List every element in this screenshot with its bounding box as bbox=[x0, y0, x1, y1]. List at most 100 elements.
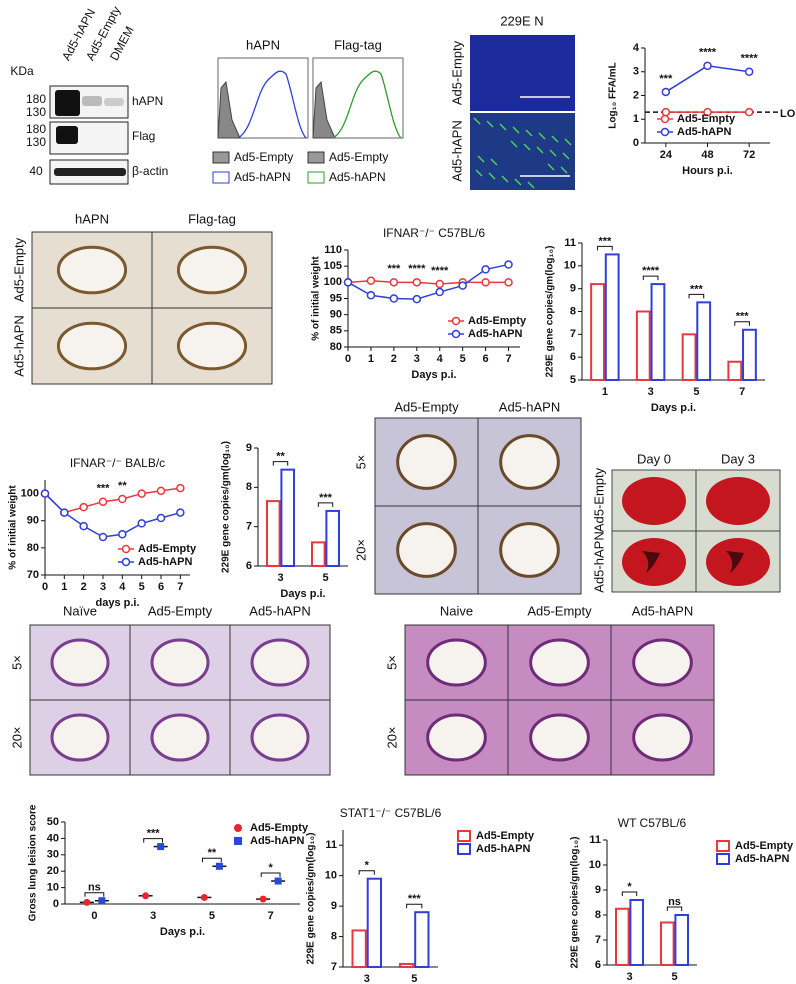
y-tick-label: 10 bbox=[564, 260, 576, 272]
if-signal bbox=[564, 138, 572, 146]
significance-bracket bbox=[358, 870, 375, 875]
airway bbox=[396, 522, 457, 578]
if-signal bbox=[514, 178, 522, 186]
airway bbox=[56, 321, 128, 371]
legend-marker bbox=[234, 824, 242, 832]
data-point bbox=[156, 513, 166, 523]
significance-label: ** bbox=[276, 451, 285, 463]
if-image bbox=[470, 113, 575, 190]
y-tick-label: 20 bbox=[47, 865, 59, 877]
legend-marker bbox=[234, 837, 242, 845]
bar bbox=[280, 468, 295, 567]
significance-bracket bbox=[621, 891, 638, 896]
x-tick-label: 6 bbox=[483, 353, 489, 365]
y-tick-label: 50 bbox=[47, 816, 59, 828]
y-tick-label: 1 bbox=[633, 113, 639, 125]
data-point bbox=[458, 281, 467, 290]
significance-label: *** bbox=[387, 263, 401, 275]
y-tick-label: 6 bbox=[595, 959, 601, 971]
x-tick-label: 5 bbox=[411, 973, 417, 984]
x-tick-label: 5 bbox=[671, 971, 677, 983]
significance-label: ** bbox=[208, 847, 217, 859]
column-label: Ad5-hAPN bbox=[499, 399, 560, 414]
x-tick-label: 3 bbox=[364, 973, 370, 984]
significance-bracket bbox=[406, 903, 423, 909]
airway bbox=[632, 638, 693, 687]
x-tick-label: 1 bbox=[602, 386, 608, 398]
x-axis-title: Hours p.i. bbox=[682, 165, 733, 177]
if-signal bbox=[562, 152, 570, 160]
y-tick-label: 8 bbox=[246, 481, 252, 493]
y-tick-label: 100 bbox=[324, 276, 342, 288]
data-point bbox=[481, 278, 490, 287]
y-tick-label: 105 bbox=[324, 260, 342, 272]
data-point bbox=[142, 892, 150, 900]
flow-legend-label: Ad5-Empty bbox=[234, 150, 293, 164]
column-label: Ad5-hAPN bbox=[249, 603, 310, 618]
flow-peak bbox=[312, 80, 336, 139]
data-point bbox=[366, 291, 376, 300]
airway bbox=[529, 638, 590, 687]
significance-label: *** bbox=[319, 492, 333, 504]
data-point bbox=[481, 265, 490, 274]
data-point bbox=[744, 107, 754, 117]
legend-label: Ad5-hAPN bbox=[468, 328, 522, 340]
bar bbox=[399, 962, 415, 969]
data-point bbox=[79, 521, 88, 531]
y-tick-label: 7 bbox=[246, 521, 252, 533]
data-point bbox=[118, 494, 127, 504]
bar bbox=[615, 907, 630, 966]
x-tick-label: 4 bbox=[119, 581, 126, 593]
airway bbox=[499, 522, 560, 578]
airway bbox=[50, 638, 110, 687]
significance-label: **** bbox=[741, 53, 759, 65]
x-axis-title: Days p.i. bbox=[651, 402, 696, 414]
lesion bbox=[642, 551, 660, 573]
significance-label: *** bbox=[598, 235, 612, 247]
data-point bbox=[366, 276, 376, 285]
significance-label: * bbox=[627, 881, 632, 893]
legend-label: Ad5-Empty bbox=[735, 840, 794, 852]
x-tick-label: 24 bbox=[660, 149, 673, 161]
bar bbox=[629, 899, 645, 966]
data-point bbox=[343, 278, 353, 287]
legend-label: Ad5-hAPN bbox=[476, 843, 530, 855]
flow-curve bbox=[237, 70, 307, 139]
chart-title: WT C57BL/6 bbox=[618, 816, 687, 830]
bar bbox=[674, 914, 690, 966]
significance-bracket bbox=[597, 245, 613, 251]
legend-marker bbox=[660, 127, 670, 137]
data-point bbox=[60, 508, 69, 517]
legend-label: Ad5-Empty bbox=[468, 315, 527, 327]
if-signal bbox=[525, 129, 533, 137]
band-label: β-actin bbox=[132, 164, 168, 178]
data-point bbox=[412, 278, 422, 287]
data-point bbox=[661, 87, 671, 97]
column-label: Naïve bbox=[63, 603, 97, 618]
y-axis-title: 229E gene copies/gm(log₁₀) bbox=[306, 832, 317, 964]
significance-label: **** bbox=[642, 265, 660, 277]
legend-label: Ad5-hAPN bbox=[138, 556, 192, 568]
y-axis-title: 229E gene copies/gm(log₁₀) bbox=[221, 441, 232, 573]
airway bbox=[396, 434, 457, 490]
data-point bbox=[98, 532, 108, 542]
row-label: 5× bbox=[9, 655, 24, 670]
x-tick-label: 1 bbox=[61, 581, 67, 593]
y-tick-label: 6 bbox=[246, 560, 252, 572]
significance-label: ns bbox=[668, 896, 681, 908]
airway bbox=[150, 638, 210, 687]
if-signal bbox=[549, 149, 557, 157]
y-axis-title: % of initial weight bbox=[8, 485, 19, 570]
x-tick-label: 7 bbox=[177, 581, 183, 593]
y-tick-label: 9 bbox=[246, 442, 252, 454]
data-point bbox=[176, 508, 185, 517]
data-point bbox=[703, 61, 712, 71]
y-tick-label: 100 bbox=[21, 487, 39, 499]
y-tick-label: 9 bbox=[570, 283, 576, 295]
bar bbox=[325, 509, 340, 567]
bar bbox=[266, 500, 281, 568]
y-tick-label: 90 bbox=[27, 515, 39, 527]
legend-marker bbox=[121, 544, 131, 554]
x-tick-label: 5 bbox=[209, 910, 215, 922]
legend-label: Ad5-hAPN bbox=[250, 835, 304, 847]
